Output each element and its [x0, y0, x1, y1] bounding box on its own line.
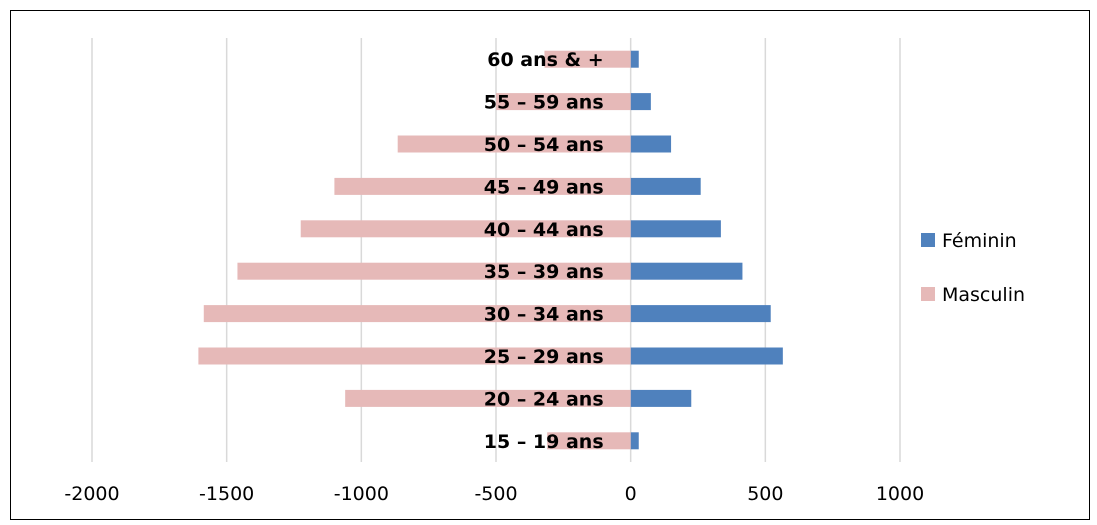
x-axis-tick-labels: -2000 -1500 -1000 -500 0 500 1000: [64, 483, 924, 505]
bars: [198, 50, 783, 450]
x-tick-label: 500: [747, 483, 783, 505]
bar-feminin: [630, 50, 639, 68]
bar-feminin: [630, 262, 743, 280]
legend-label: Féminin: [942, 230, 1017, 252]
category-label: 55 – 59 ans: [484, 92, 604, 114]
x-tick-label: -2000: [64, 483, 119, 505]
x-tick-label: -1000: [334, 483, 389, 505]
bar-feminin: [630, 220, 721, 238]
bar-masculin: [198, 347, 631, 365]
bar-masculin: [334, 177, 631, 195]
x-tick-label: 0: [625, 483, 637, 505]
bar-feminin: [630, 347, 783, 365]
bar-masculin: [237, 262, 631, 280]
category-label: 35 – 39 ans: [484, 261, 604, 283]
category-label: 60 ans & +: [487, 49, 603, 71]
bar-feminin: [630, 177, 701, 195]
x-tick-label: -1500: [199, 483, 254, 505]
bar-feminin: [630, 305, 771, 323]
legend: Féminin Masculin: [921, 230, 1025, 306]
legend-swatch: [921, 233, 935, 247]
legend-label: Masculin: [942, 284, 1025, 306]
category-label: 40 – 44 ans: [484, 219, 604, 241]
bar-masculin: [397, 135, 631, 153]
x-tick-label: 1000: [876, 483, 924, 505]
x-tick-label: -500: [474, 483, 517, 505]
bar-masculin: [547, 432, 631, 450]
category-labels: 15 – 19 ans 20 – 24 ans 25 – 29 ans 30 – 34…: [484, 49, 604, 453]
bar-feminin: [630, 389, 692, 407]
category-label: 15 – 19 ans: [484, 431, 604, 453]
category-label: 25 – 29 ans: [484, 346, 604, 368]
category-label: 45 – 49 ans: [484, 176, 604, 198]
category-label: 50 – 54 ans: [484, 134, 604, 156]
bar-masculin: [496, 93, 631, 111]
bar-masculin: [544, 50, 631, 68]
bar-masculin: [203, 305, 631, 323]
bar-masculin: [345, 389, 631, 407]
category-label: 20 – 24 ans: [484, 388, 604, 410]
category-label: 30 – 34 ans: [484, 304, 604, 326]
bar-masculin: [300, 220, 631, 238]
bar-feminin: [630, 432, 639, 450]
legend-swatch: [921, 287, 935, 301]
bar-feminin: [630, 93, 651, 111]
bar-feminin: [630, 135, 672, 153]
